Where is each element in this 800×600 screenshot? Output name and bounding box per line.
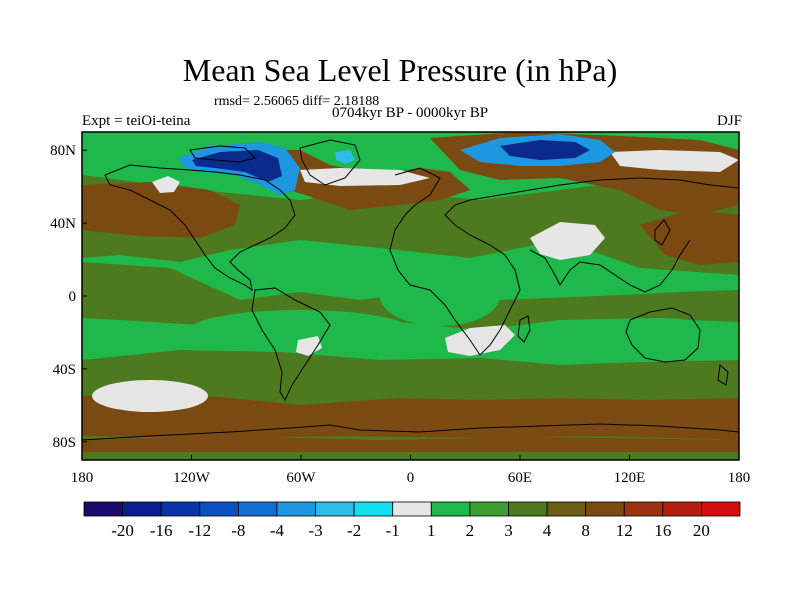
x-tick-label: 180 — [71, 470, 94, 486]
brown-high-pacific-west — [640, 210, 739, 265]
colorbar-label: 3 — [504, 521, 513, 540]
coastline-antarctica — [82, 423, 739, 441]
stats-label: rmsd= 2.56065 diff= 2.18188 — [214, 94, 380, 109]
axis-ticks: 180 120W 60W 0 60E 120E 180 80N 40N 0 40S 80S — [50, 143, 750, 486]
colorbar-label: 4 — [543, 521, 552, 540]
coastline-eurasia-africa — [389, 167, 739, 356]
white-zone-greenland-south — [300, 168, 430, 186]
x-tick-label: 120E — [614, 470, 646, 486]
coastline-south-asia — [529, 239, 691, 293]
period-subtitle: 0704kyr BP - 0000kyr BP — [331, 105, 489, 121]
colorbar-label: -2 — [347, 521, 361, 540]
colorbar-swatch — [199, 501, 239, 517]
experiment-label: Expt = teiOi-teina — [82, 113, 191, 129]
colorbar-label: 2 — [466, 521, 475, 540]
colorbar-swatch — [122, 501, 162, 517]
pressure-field — [82, 132, 739, 460]
colorbar-swatch — [701, 501, 741, 517]
colorbar-swatch — [469, 501, 509, 517]
y-tick-label: 40S — [53, 362, 76, 378]
colorbar-label: 12 — [616, 521, 633, 540]
coastline-new-zealand — [717, 364, 729, 386]
colorbar-label: -16 — [150, 521, 173, 540]
white-zone-south-pacific — [92, 380, 208, 412]
white-zone-arctic-east — [610, 150, 739, 172]
colorbar-label: -4 — [270, 521, 285, 540]
white-zone-south-america — [296, 336, 322, 356]
y-tick-label: 80N — [50, 143, 76, 159]
x-tick-label: 0 — [407, 470, 415, 486]
colorbar-swatch — [237, 501, 278, 517]
coastlines — [82, 139, 739, 441]
y-tick-label: 80S — [53, 435, 76, 451]
colorbar-swatch — [83, 501, 123, 517]
colorbar-swatch — [392, 501, 432, 517]
colorbar-swatch — [353, 501, 394, 517]
colorbar-label: 8 — [581, 521, 590, 540]
colorbar-swatch — [160, 501, 201, 517]
white-zone-southern-africa — [445, 325, 515, 356]
coastline-greenland — [299, 139, 361, 186]
blue-low-eurasia-deep — [500, 140, 590, 160]
green-patch-pacific — [590, 318, 730, 362]
coastline-japan — [654, 219, 671, 246]
coastline-arctic-islands — [189, 145, 256, 163]
olive-belt-north — [82, 175, 739, 275]
x-tick-label: 60W — [286, 470, 316, 486]
colorbar-label: -12 — [188, 521, 211, 540]
colorbar-swatch — [546, 501, 587, 517]
colorbar: -20 -16 -12 -8 -4 -3 -2 -1 1 2 3 4 8 12 16 20 — [83, 501, 741, 540]
colorbar-swatch — [508, 501, 548, 517]
x-tick-label: 120W — [173, 470, 211, 486]
coastline-south-america — [251, 287, 331, 402]
white-zone-alaska — [152, 176, 180, 193]
blue-low-northamerica-deep — [192, 150, 282, 182]
colorbar-swatch — [276, 501, 316, 517]
colorbar-label: -20 — [111, 521, 134, 540]
colorbar-swatch — [585, 501, 625, 517]
colorbar-swatch — [662, 501, 702, 517]
colorbar-label: -8 — [231, 521, 245, 540]
colorbar-label: -3 — [308, 521, 322, 540]
chart-title: Mean Sea Level Pressure (in hPa) — [182, 52, 618, 88]
x-tick-label: 180 — [728, 470, 751, 486]
colorbar-swatch — [430, 501, 471, 517]
y-tick-label: 40N — [50, 216, 76, 232]
coastline-madagascar — [517, 315, 531, 343]
colorbar-label: 20 — [693, 521, 710, 540]
colorbar-swatch — [315, 501, 355, 517]
y-tick-label: 0 — [69, 289, 77, 305]
coastline-australia — [625, 307, 701, 363]
green-patch-atlantic — [190, 310, 410, 350]
green-patch-africa — [380, 266, 500, 326]
colorbar-label: 1 — [427, 521, 436, 540]
season-label: DJF — [716, 113, 742, 129]
x-tick-label: 60E — [508, 470, 532, 486]
coastline-north-america — [104, 164, 296, 292]
cyan-low-greenland — [335, 150, 355, 164]
colorbar-label: 16 — [654, 521, 671, 540]
colorbar-label: -1 — [386, 521, 400, 540]
brown-high-pacific-north — [82, 182, 240, 238]
brown-high-south-pacific — [82, 392, 739, 440]
brown-high-antarctic-ring — [82, 436, 739, 452]
white-zone-tibet — [530, 222, 605, 260]
colorbar-swatch — [623, 501, 664, 517]
